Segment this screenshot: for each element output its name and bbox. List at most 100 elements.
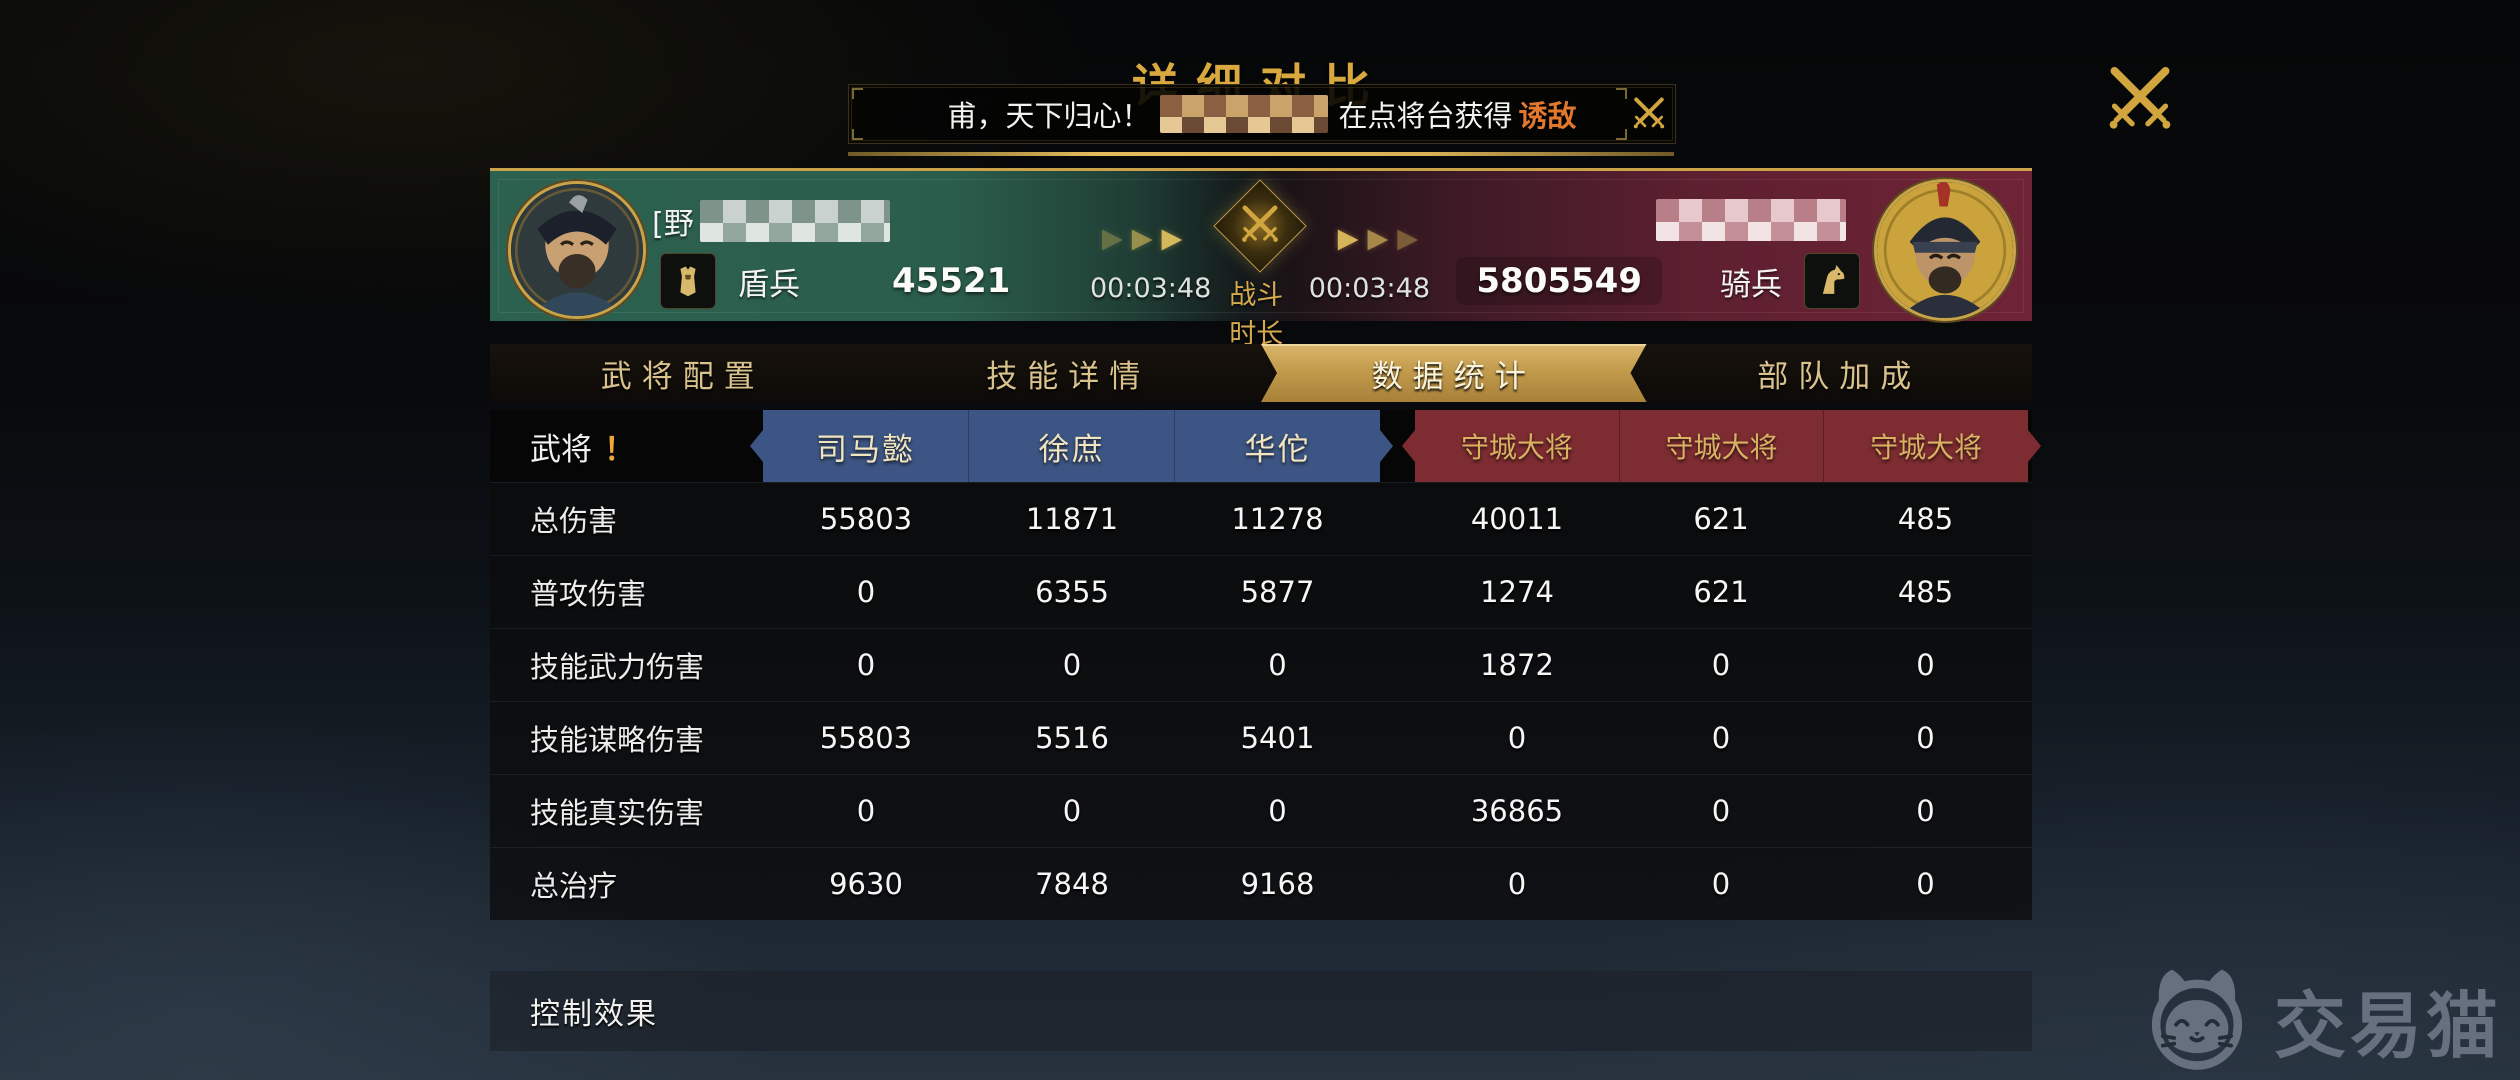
enemy-hero-columns: 守城大将 守城大将 守城大将 <box>1415 410 2028 482</box>
battle-compare-panel: [野 盾兵 45521 ▶ ▶ ▶ ▶ ▶ ▶ <box>490 168 2032 1051</box>
duration-right: 00:03:48 <box>1308 273 1430 304</box>
advance-arrows-right: ▶ ▶ ▶ <box>1337 223 1418 254</box>
stat-row-label: 普攻伤害 <box>530 577 647 611</box>
stats-table-header: 武将 ！ 司马懿 徐庶 华佗 守城大将 守城大将 守城大将 <box>490 410 2032 482</box>
enemy-commander-avatar[interactable] <box>1874 179 2016 321</box>
table-row: 技能谋略伤害 55803 5516 5401 0 0 0 <box>490 701 2032 774</box>
announcement-text: 甫，天下归心！ <box>947 99 1151 133</box>
stat-value: 0 <box>1711 721 1731 755</box>
detail-tabs: 武将配置 技能详情 数据统计 部队加成 <box>490 344 2032 402</box>
ally-hero-name[interactable]: 徐庶 <box>968 410 1174 482</box>
crossed-swords-icon <box>1627 92 1671 136</box>
stat-row-label: 技能谋略伤害 <box>530 723 705 757</box>
advance-arrows-left: ▶ ▶ ▶ <box>1102 223 1183 254</box>
table-row: 总治疗 9630 7848 9168 0 0 0 <box>490 847 2032 920</box>
tab-1[interactable]: 武将配置 <box>600 358 765 395</box>
table-row: 总伤害 55803 11871 11278 40011 621 485 <box>490 482 2032 555</box>
stat-row-label: 技能武力伤害 <box>530 650 705 684</box>
censored-ally-name <box>699 200 890 242</box>
banner-corner-decoration <box>1616 88 1627 99</box>
stat-value: 621 <box>1693 575 1749 609</box>
stat-value: 0 <box>856 794 876 828</box>
tab-4[interactable]: 部队加成 <box>1757 358 1922 395</box>
battle-duration: 00:03:48 战斗时长 00:03:48 <box>1090 273 1430 351</box>
enemy-hero-name[interactable]: 守城大将 <box>1460 431 1573 464</box>
stat-value: 5877 <box>1240 575 1315 609</box>
stat-value: 0 <box>1062 648 1082 682</box>
stat-value: 1872 <box>1480 648 1554 682</box>
enemy-troop-count: 5805549 <box>1456 257 1662 305</box>
duration-left: 00:03:48 <box>1090 273 1212 304</box>
stat-value: 0 <box>856 575 876 609</box>
stat-value: 5401 <box>1240 721 1315 755</box>
stat-value: 0 <box>1916 648 1935 682</box>
stat-value: 0 <box>1268 648 1287 682</box>
hero-column-label: 武将 ！ <box>530 410 635 482</box>
stat-value: 40011 <box>1470 502 1564 536</box>
tab-2[interactable]: 技能详情 <box>986 358 1151 395</box>
duration-label: 战斗时长 <box>1229 280 1284 350</box>
alert-exclamation-icon: ！ <box>604 431 635 468</box>
table-row: 技能武力伤害 0 0 0 1872 0 0 <box>490 628 2032 701</box>
stat-row-label: 总治疗 <box>530 869 618 903</box>
ally-troop-row: 盾兵 45521 <box>660 253 1010 309</box>
tab-3[interactable]: 数据统计 <box>1261 344 1647 402</box>
battle-center: ▶ ▶ ▶ ▶ ▶ ▶ 00:03:48 战斗时长 00:03:48 <box>1090 171 1430 350</box>
announcement-highlight: 诱敌 <box>1518 99 1577 133</box>
stat-value: 0 <box>1268 794 1287 828</box>
stat-value: 9630 <box>829 867 903 901</box>
stat-value: 9168 <box>1240 867 1315 901</box>
ally-hero-name[interactable]: 司马懿 <box>816 431 915 468</box>
versus-swords-icon <box>1228 193 1292 257</box>
enemy-hero-name[interactable]: 守城大将 <box>1618 410 1824 482</box>
control-effects-label: 控制效果 <box>530 997 658 1032</box>
shield-troop-badge <box>660 253 716 309</box>
stat-row-label: 技能真实伤害 <box>530 796 705 830</box>
watermark-text: 交易猫 <box>2273 983 2502 1068</box>
censored-enemy-name <box>1656 199 1846 241</box>
stat-value: 5516 <box>1035 721 1109 755</box>
stat-value: 0 <box>1711 867 1731 901</box>
ally-troop-count: 45521 <box>892 261 1011 301</box>
announcement-banner: 甫，天下归心！ 在点将台获得 诱敌 <box>848 84 1676 144</box>
stat-value: 0 <box>1711 648 1731 682</box>
stat-value: 0 <box>1507 867 1527 901</box>
banner-corner-decoration <box>852 88 863 99</box>
enemy-troop-type: 骑兵 <box>1720 266 1782 303</box>
stat-value: 621 <box>1693 502 1749 536</box>
enemy-troop-row: 5805549 骑兵 <box>1456 253 1860 309</box>
table-row: 技能真实伤害 0 0 0 36865 0 0 <box>490 774 2032 847</box>
banner-corner-decoration <box>1616 129 1627 140</box>
stat-value: 0 <box>856 648 876 682</box>
stat-value: 0 <box>1916 794 1935 828</box>
stat-value: 485 <box>1897 575 1954 609</box>
stat-value: 55803 <box>819 502 913 536</box>
stat-value: 36865 <box>1470 794 1564 828</box>
censored-player-name <box>1160 95 1329 133</box>
banner-corner-decoration <box>852 129 863 140</box>
enemy-player-name <box>1656 199 1846 241</box>
ally-hero-name[interactable]: 华佗 <box>1174 410 1380 482</box>
battle-summary-header: [野 盾兵 45521 ▶ ▶ ▶ ▶ ▶ ▶ <box>490 168 2032 350</box>
stat-value: 0 <box>1507 721 1527 755</box>
watermark: 交易猫 <box>2138 962 2502 1076</box>
stat-value: 0 <box>1916 721 1935 755</box>
banner-gold-divider <box>848 152 1674 156</box>
stat-value: 11278 <box>1231 502 1324 536</box>
stat-value: 0 <box>1916 867 1935 901</box>
stats-table: 武将 ！ 司马懿 徐庶 华佗 守城大将 守城大将 守城大将 总伤害 55803 11871 1… <box>490 410 2032 920</box>
ally-troop-type: 盾兵 <box>738 266 800 303</box>
close-crossed-swords-button[interactable] <box>2096 56 2184 144</box>
ally-commander-avatar[interactable] <box>508 181 646 319</box>
table-row: 普攻伤害 0 6355 5877 1274 621 485 <box>490 555 2032 628</box>
announcement-suffix: 在点将台获得 <box>1338 99 1513 133</box>
stat-value: 0 <box>1062 794 1082 828</box>
control-effects-section: 控制效果 <box>490 971 2032 1051</box>
stat-value: 6355 <box>1035 575 1109 609</box>
stat-value: 55803 <box>819 721 913 755</box>
stat-row-label: 总伤害 <box>530 504 618 538</box>
stat-value: 0 <box>1711 794 1731 828</box>
enemy-hero-name[interactable]: 守城大将 <box>1823 410 2028 482</box>
ally-player-name: [野 <box>652 199 890 243</box>
